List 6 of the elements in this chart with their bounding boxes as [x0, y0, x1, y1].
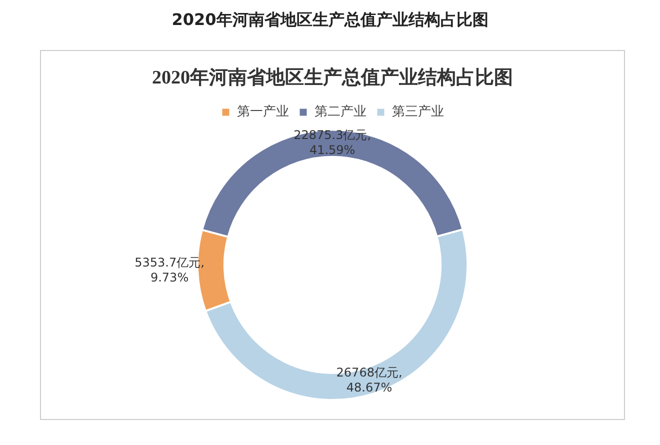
chart-subtitle: 2020年河南省地区生产总值产业结构占比图 — [152, 66, 513, 88]
legend-label: 第三产业 — [392, 104, 444, 120]
legend-label: 第一产业 — [236, 104, 289, 120]
chart-title: 2020年河南省地区生产总值产业结构占比图 — [170, 10, 490, 31]
data-label: 26768亿元, 48.67% — [336, 365, 402, 394]
legend-label: 第二产业 — [314, 104, 366, 120]
